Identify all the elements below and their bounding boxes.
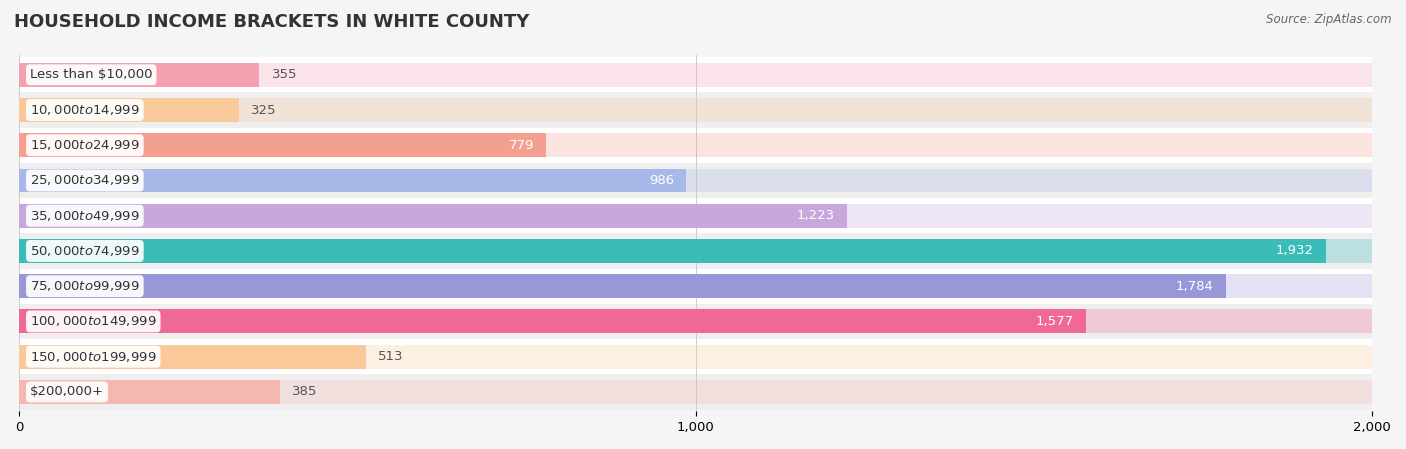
Text: 1,577: 1,577	[1036, 315, 1074, 328]
Text: $35,000 to $49,999: $35,000 to $49,999	[30, 209, 139, 223]
Bar	[0, 92, 1406, 128]
Bar	[20, 380, 1372, 404]
Bar	[20, 239, 1372, 263]
Bar	[20, 133, 546, 157]
Bar	[20, 204, 846, 228]
Bar	[20, 63, 259, 87]
Bar	[20, 345, 366, 369]
Bar	[0, 339, 1406, 374]
Text: Source: ZipAtlas.com: Source: ZipAtlas.com	[1267, 13, 1392, 26]
Text: 1,784: 1,784	[1175, 280, 1213, 293]
Text: $10,000 to $14,999: $10,000 to $14,999	[30, 103, 139, 117]
Bar	[20, 63, 1372, 87]
Bar	[20, 380, 280, 404]
Bar	[20, 239, 1326, 263]
Bar	[20, 274, 1226, 298]
Text: 385: 385	[292, 385, 318, 398]
Bar	[20, 133, 1372, 157]
Text: 1,223: 1,223	[796, 209, 834, 222]
Bar	[20, 168, 686, 193]
Text: $75,000 to $99,999: $75,000 to $99,999	[30, 279, 139, 293]
Text: 779: 779	[509, 139, 534, 152]
Bar	[0, 57, 1406, 92]
Text: $50,000 to $74,999: $50,000 to $74,999	[30, 244, 139, 258]
Text: Less than $10,000: Less than $10,000	[30, 68, 152, 81]
Bar	[0, 163, 1406, 198]
Bar	[0, 304, 1406, 339]
Bar	[20, 98, 1372, 122]
Text: 325: 325	[252, 104, 277, 117]
Text: 513: 513	[378, 350, 404, 363]
Bar	[20, 309, 1372, 334]
Text: $15,000 to $24,999: $15,000 to $24,999	[30, 138, 139, 152]
Bar	[20, 345, 1372, 369]
Text: HOUSEHOLD INCOME BRACKETS IN WHITE COUNTY: HOUSEHOLD INCOME BRACKETS IN WHITE COUNT…	[14, 13, 530, 31]
Bar	[20, 168, 1372, 193]
Text: $100,000 to $149,999: $100,000 to $149,999	[30, 314, 156, 328]
Text: 355: 355	[271, 68, 297, 81]
Bar	[0, 269, 1406, 304]
Bar	[0, 233, 1406, 269]
Bar	[20, 309, 1085, 334]
Text: $200,000+: $200,000+	[30, 385, 104, 398]
Bar	[20, 98, 239, 122]
Bar	[0, 128, 1406, 163]
Bar	[0, 198, 1406, 233]
Text: 986: 986	[650, 174, 673, 187]
Bar	[20, 274, 1372, 298]
Text: $25,000 to $34,999: $25,000 to $34,999	[30, 173, 139, 188]
Bar	[0, 374, 1406, 409]
Text: $150,000 to $199,999: $150,000 to $199,999	[30, 350, 156, 364]
Text: 1,932: 1,932	[1277, 244, 1315, 257]
Bar	[20, 204, 1372, 228]
